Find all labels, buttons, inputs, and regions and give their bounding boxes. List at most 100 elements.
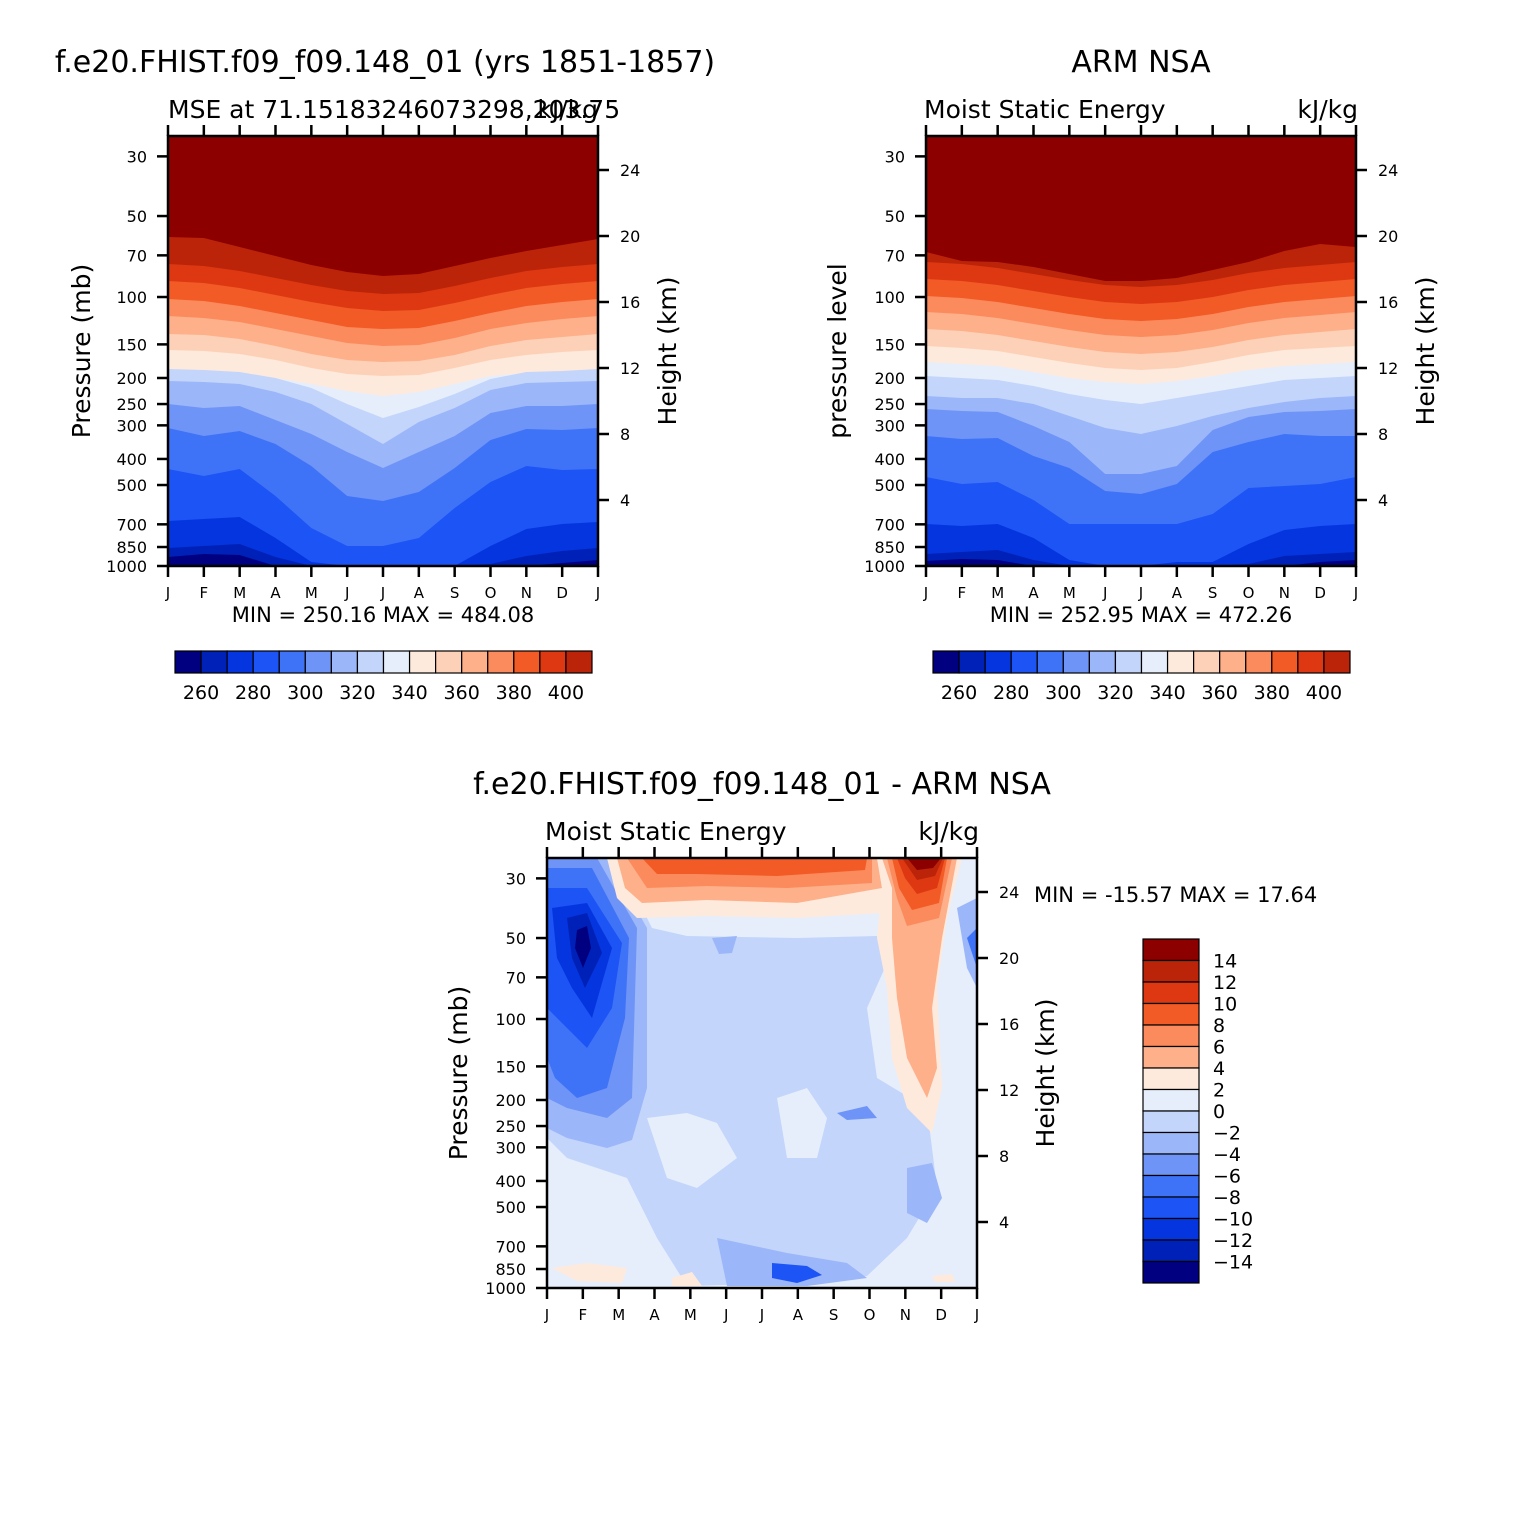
difference-contour — [957, 898, 977, 988]
colorbar-box — [1088, 650, 1117, 674]
colorbar-label: 340 — [1149, 682, 1185, 704]
colorbar-box — [932, 650, 960, 674]
panel-model-ylabel: Pressure (mb) — [67, 264, 96, 438]
pressure-tick-label: 250 — [874, 395, 905, 414]
height-tick-label: 4 — [999, 1213, 1009, 1232]
pressure-tick-label: 200 — [874, 369, 905, 388]
colorbar-label: 14 — [1213, 951, 1237, 973]
month-tick-label: M — [1063, 584, 1076, 602]
pressure-tick-label: 400 — [116, 450, 147, 469]
month-tick-label: J — [595, 584, 600, 602]
colorbar-box — [1323, 650, 1351, 674]
month-tick-label: J — [344, 584, 349, 602]
difference-contour — [772, 1263, 822, 1283]
colorbar-box — [200, 650, 228, 674]
height-tick-label: 4 — [1378, 491, 1388, 510]
month-tick-label: A — [270, 584, 281, 602]
panel-obs-axes: J F M A M J J A S O N D J 30 50 70 100 150 200 250 300 400 500… — [864, 125, 1398, 602]
colorbar-box — [1297, 650, 1325, 674]
contour-band — [168, 517, 598, 566]
panel-diff-axes: J F M A M J J A S O N D J 30 50 70 100 150 200 250 300 400 500… — [485, 847, 1019, 1324]
month-tick-label: D — [1314, 584, 1326, 602]
pressure-tick-label: 850 — [116, 538, 147, 557]
colorbar-box — [1142, 1110, 1200, 1134]
colorbar-box — [382, 650, 411, 674]
colorbar-label: 380 — [496, 682, 532, 704]
pressure-tick-label: 300 — [495, 1138, 526, 1157]
pressure-tick-label: 200 — [116, 369, 147, 388]
colorbar-box — [1142, 1131, 1200, 1155]
colorbar-label: −4 — [1213, 1144, 1241, 1166]
colorbar-label: 260 — [941, 682, 977, 704]
height-tick-label: 16 — [1378, 293, 1398, 312]
colorbar-label: 400 — [1306, 682, 1342, 704]
month-tick-label: M — [991, 584, 1004, 602]
pressure-tick-label: 250 — [495, 1117, 526, 1136]
colorbar-box — [1142, 1045, 1200, 1069]
panel-model-ylabel-right: Height (km) — [653, 277, 682, 426]
panel-model-title: f.e20.FHIST.f09_f09.148_01 (yrs 1851-185… — [55, 45, 715, 80]
month-tick-label: O — [864, 1306, 876, 1324]
colorbar-box — [1142, 1217, 1200, 1241]
pressure-tick-label: 150 — [116, 335, 147, 354]
pressure-tick-label: 500 — [874, 476, 905, 495]
colorbar-box — [1142, 959, 1200, 983]
pressure-tick-label: 700 — [874, 515, 905, 534]
pressure-tick-label: 70 — [506, 968, 526, 987]
pressure-tick-label: 850 — [874, 538, 905, 557]
panel-obs-ylabel-right: Height (km) — [1411, 277, 1440, 426]
colorbar-label: 320 — [339, 682, 375, 704]
difference-contour — [712, 936, 737, 954]
colorbar-box — [1142, 981, 1200, 1005]
contour-band — [926, 524, 1356, 566]
panel-model-colorbar: 260 280 300 320 340 360 380 400 — [174, 650, 593, 704]
pressure-tick-label: 300 — [116, 416, 147, 435]
colorbar-label: 400 — [548, 682, 584, 704]
panel-obs-minmax: MIN = 252.95 MAX = 472.26 — [990, 603, 1292, 627]
colorbar-label: −8 — [1213, 1187, 1241, 1209]
colorbar-label: 320 — [1097, 682, 1133, 704]
panel-model-subtitle-left: MSE at 71.15183246073298,203.75 — [168, 95, 620, 124]
colorbar-box — [1142, 1239, 1200, 1263]
month-tick-label: J — [723, 1306, 728, 1324]
colorbar-box — [304, 650, 332, 674]
colorbar-box — [1142, 1174, 1200, 1198]
colorbar-box — [1142, 1067, 1200, 1091]
month-tick-label: S — [829, 1306, 839, 1324]
difference-contour — [907, 858, 941, 870]
height-tick-label: 8 — [1378, 425, 1388, 444]
pressure-tick-label: 1000 — [106, 557, 147, 576]
colorbar-box — [1010, 650, 1038, 674]
height-tick-label: 12 — [999, 1081, 1019, 1100]
panel-model: f.e20.FHIST.f09_f09.148_01 (yrs 1851-185… — [55, 45, 715, 704]
height-tick-label: 12 — [620, 359, 640, 378]
pressure-tick-label: 200 — [495, 1091, 526, 1110]
month-tick-label: J — [759, 1306, 764, 1324]
pressure-tick-label: 100 — [874, 288, 905, 307]
panel-obs-subtitle-right: kJ/kg — [1297, 95, 1358, 124]
month-tick-label: M — [684, 1306, 697, 1324]
pressure-tick-label: 100 — [116, 288, 147, 307]
colorbar-label: 0 — [1213, 1101, 1225, 1123]
pressure-tick-label: 400 — [874, 450, 905, 469]
month-tick-label: M — [305, 584, 318, 602]
colorbar-box — [1142, 1260, 1200, 1284]
colorbar-label: 6 — [1213, 1037, 1225, 1059]
colorbar-label: 380 — [1254, 682, 1290, 704]
pressure-tick-label: 500 — [495, 1198, 526, 1217]
height-tick-label: 12 — [1378, 359, 1398, 378]
month-tick-label: A — [1172, 584, 1183, 602]
colorbar-box — [226, 650, 254, 674]
difference-contour — [647, 1113, 737, 1188]
pressure-tick-label: 100 — [495, 1010, 526, 1029]
panel-obs-colorbar: 260 280 300 320 340 360 380 400 — [932, 650, 1351, 704]
panel-diff-subtitle-left: Moist Static Energy — [545, 817, 787, 846]
panel-model-minmax: MIN = 250.16 MAX = 484.08 — [232, 603, 534, 627]
panel-diff-ylabel: Pressure (mb) — [444, 986, 473, 1160]
difference-contour — [907, 1163, 942, 1223]
colorbar-label: 8 — [1213, 1015, 1225, 1037]
colorbar-box — [984, 650, 1012, 674]
month-tick-label: F — [958, 584, 967, 602]
